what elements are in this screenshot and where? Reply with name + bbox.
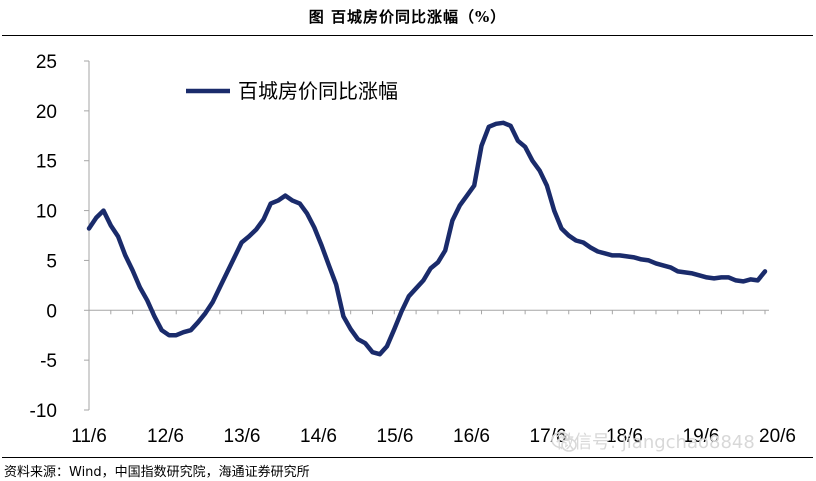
x-tick-label: 20/6 — [759, 426, 796, 447]
x-tick-label: 12/6 — [147, 426, 184, 447]
y-tick-label: 5 — [46, 251, 57, 272]
watermark-text: 微信号: jiangchao8848 — [556, 432, 755, 453]
figure-title-bar: 图 百城房价同比涨幅（%） — [2, 0, 813, 36]
series-line — [86, 120, 768, 357]
y-tick-label: 25 — [36, 52, 57, 73]
y-tick-label: 15 — [36, 152, 57, 173]
title-rule — [2, 35, 813, 36]
y-tick-label: 0 — [46, 301, 57, 322]
line-chart: -10 -5 0 5 10 15 20 25 11/6 12/6 13/6 14/6 15/6 16/6 1… — [30, 52, 796, 447]
source-note: 资料来源：Wind，中国指数研究院，海通证券研究所 — [4, 465, 310, 480]
x-tick-label: 14/6 — [300, 426, 337, 447]
y-tick-label: -10 — [30, 401, 57, 422]
x-tick-label: 17/6 — [530, 426, 567, 447]
y-tick-label: -5 — [40, 351, 57, 372]
x-tick-label: 15/6 — [377, 426, 414, 447]
y-tick-label: 10 — [36, 202, 57, 223]
x-tick-label: 13/6 — [224, 426, 261, 447]
x-tick-label: 16/6 — [453, 426, 490, 447]
y-tick-label: 20 — [36, 102, 57, 123]
legend-label: 百城房价同比涨幅 — [238, 79, 398, 103]
x-tick-label: 11/6 — [71, 426, 107, 447]
figure-title: 图 百城房价同比涨幅（%） — [308, 8, 507, 26]
x-tick-label: 18/6 — [606, 426, 643, 447]
wechat-watermark-icon — [551, 431, 577, 452]
source-rule — [2, 457, 813, 458]
x-tick-label: 19/6 — [683, 426, 720, 447]
